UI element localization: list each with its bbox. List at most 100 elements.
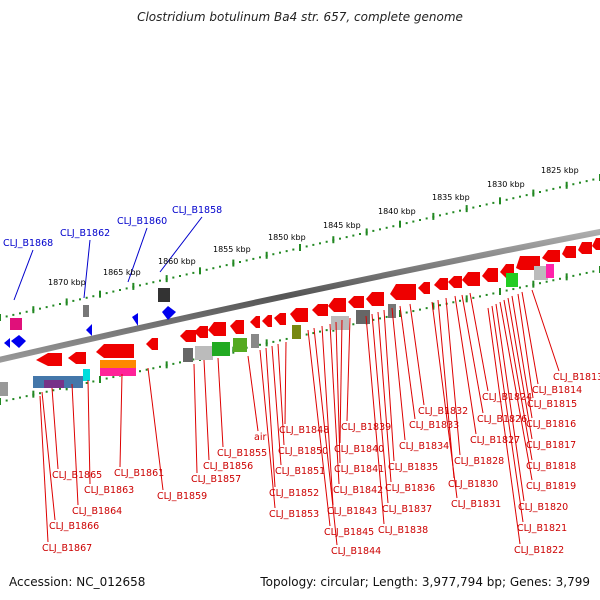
gene-arrow-red[interactable] xyxy=(250,316,260,328)
gene-arrow-blue[interactable] xyxy=(132,313,138,326)
gene-label-bottom[interactable]: CLJ_B1855 xyxy=(217,448,267,459)
gene-arrow-red[interactable] xyxy=(36,353,62,366)
gene-arrow-red[interactable] xyxy=(180,330,196,342)
gene-label-bottom[interactable]: CLJ_B1840 xyxy=(334,444,384,455)
gene-arrow-red[interactable] xyxy=(290,308,308,322)
gene-arrow-red[interactable] xyxy=(208,322,226,336)
gene-label-bottom[interactable]: CLJ_B1824 xyxy=(482,392,532,403)
gene-arrow-red[interactable] xyxy=(366,292,384,306)
gene-arrow-red[interactable] xyxy=(592,238,600,250)
gene-box-magenta[interactable] xyxy=(100,368,136,376)
gene-box-green[interactable] xyxy=(506,273,518,287)
gene-arrow-red[interactable] xyxy=(146,338,158,350)
gene-label-bottom[interactable]: CLJ_B1820 xyxy=(518,502,568,513)
gene-arrow-blue[interactable] xyxy=(11,335,26,348)
gene-label-bottom[interactable]: CLJ_B1837 xyxy=(382,504,432,515)
gene-box-orange[interactable] xyxy=(100,360,136,368)
gene-label-bottom[interactable]: CLJ_B1861 xyxy=(114,468,164,479)
gene-label-bottom[interactable]: CLJ_B1826 xyxy=(477,414,527,425)
gene-arrow-red[interactable] xyxy=(230,320,244,334)
gene-label-top[interactable]: CLJ_B1858 xyxy=(172,205,222,216)
gene-label-bottom[interactable]: CLJ_B1827 xyxy=(470,435,520,446)
gene-label-bottom[interactable]: CLJ_B1853 xyxy=(269,509,319,520)
gene-label-bottom[interactable]: CLJ_B1863 xyxy=(84,485,134,496)
gene-arrow-red[interactable] xyxy=(578,242,592,254)
gene-label-bottom[interactable]: CLJ_B1850 xyxy=(278,446,328,457)
gene-label-bottom[interactable]: CLJ_B1851 xyxy=(275,466,325,477)
gene-label-bottom[interactable]: CLJ_B1866 xyxy=(49,521,99,532)
gene-label-bottom[interactable]: CLJ_B1841 xyxy=(334,464,384,475)
gene-label-bottom[interactable]: CLJ_B1845 xyxy=(324,527,374,538)
gene-label-bottom[interactable]: CLJ_B1852 xyxy=(269,488,319,499)
gene-box-gray[interactable] xyxy=(195,346,213,360)
gene-box-gray[interactable] xyxy=(183,348,193,362)
gene-label-bottom[interactable]: CLJ_B1842 xyxy=(333,485,383,496)
gene-arrow-red[interactable] xyxy=(348,296,364,308)
gene-label-top[interactable]: CLJ_B1862 xyxy=(60,228,110,239)
gene-arrow-red[interactable] xyxy=(390,284,416,300)
gene-arrow-blue[interactable] xyxy=(4,338,10,348)
gene-label-bottom[interactable]: CLJ_B1831 xyxy=(451,499,501,510)
gene-box-olive[interactable] xyxy=(233,338,247,352)
gene-box-gray[interactable] xyxy=(0,382,8,396)
gene-box-magenta[interactable] xyxy=(10,318,22,330)
gene-arrow-red[interactable] xyxy=(482,268,498,282)
gene-arrow-blue[interactable] xyxy=(86,324,92,336)
gene-arrow-red[interactable] xyxy=(96,344,134,358)
gene-label-bottom[interactable]: CLJ_B1843 xyxy=(327,506,377,517)
gene-label-bottom[interactable]: CLJ_B1864 xyxy=(72,506,122,517)
gene-label-bottom[interactable]: CLJ_B1815 xyxy=(527,399,577,410)
gene-label-bottom[interactable]: CLJ_B1859 xyxy=(157,491,207,502)
gene-arrow-red[interactable] xyxy=(194,326,208,338)
gene-arrow-red[interactable] xyxy=(462,272,480,286)
gene-label-top[interactable]: CLJ_B1860 xyxy=(117,216,167,227)
gene-arrow-red[interactable] xyxy=(312,304,328,316)
gene-arrow-red[interactable] xyxy=(262,315,272,327)
gene-arrow-red[interactable] xyxy=(542,250,560,262)
gene-label-bottom[interactable]: CLJ_B1833 xyxy=(409,420,459,431)
gene-box-cyan[interactable] xyxy=(83,369,90,381)
gene-label-bottom[interactable]: CLJ_B1857 xyxy=(191,474,241,485)
gene-label-bottom[interactable]: CLJ_B1834 xyxy=(399,441,449,452)
gene-label-bottom[interactable]: CLJ_B1830 xyxy=(448,479,498,490)
gene-label-bottom[interactable]: CLJ_B1848 xyxy=(279,425,329,436)
gene-label-bottom[interactable]: CLJ_B1821 xyxy=(517,523,567,534)
gene-arrow-red[interactable] xyxy=(68,352,86,364)
gene-arrow-red[interactable] xyxy=(328,298,346,312)
gene-label-bottom[interactable]: CLJ_B1817 xyxy=(526,440,576,451)
gene-label-bottom[interactable]: CLJ_B1822 xyxy=(514,545,564,556)
gene-arrow-red[interactable] xyxy=(448,276,462,288)
gene-box-gray[interactable] xyxy=(534,266,548,280)
gene-label-bottom[interactable]: CLJ_B1836 xyxy=(385,483,435,494)
gene-arrow-red[interactable] xyxy=(418,282,430,294)
gene-box-green[interactable] xyxy=(212,342,230,356)
gene-box-gray[interactable] xyxy=(356,310,370,324)
gene-label-bottom[interactable]: CLJ_B1835 xyxy=(388,462,438,473)
gene-arrow-red[interactable] xyxy=(274,313,286,325)
gene-label-bottom[interactable]: CLJ_B1867 xyxy=(42,543,92,554)
gene-box-gray[interactable] xyxy=(83,305,89,317)
gene-label-bottom[interactable]: CLJ_B1844 xyxy=(331,546,381,557)
gene-label-bottom[interactable]: CLJ_B1814 xyxy=(532,385,582,396)
gene-label-bottom[interactable]: CLJ_B1813 xyxy=(553,372,600,383)
gene-box-striped[interactable] xyxy=(158,288,170,302)
gene-arrow-blue[interactable] xyxy=(162,306,176,320)
gene-label-bottom[interactable]: air xyxy=(254,432,266,443)
gene-arrow-red[interactable] xyxy=(562,246,576,258)
gene-label-top[interactable]: CLJ_B1868 xyxy=(3,238,53,249)
gene-label-bottom[interactable]: CLJ_B1816 xyxy=(526,419,576,430)
gene-box-purple[interactable] xyxy=(44,380,64,388)
gene-box-magenta[interactable] xyxy=(546,264,554,278)
gene-box-gray[interactable] xyxy=(251,334,259,348)
gene-label-bottom[interactable]: CLJ_B1865 xyxy=(52,470,102,481)
gene-label-bottom[interactable]: CLJ_B1832 xyxy=(418,406,468,417)
gene-label-bottom[interactable]: CLJ_B1856 xyxy=(203,461,253,472)
gene-label-bottom[interactable]: CLJ_B1819 xyxy=(526,481,576,492)
gene-arrow-red[interactable] xyxy=(434,278,448,290)
gene-label-bottom[interactable]: CLJ_B1838 xyxy=(378,525,428,536)
gene-label-bottom[interactable]: CLJ_B1839 xyxy=(341,422,391,433)
gene-label-bottom[interactable]: CLJ_B1818 xyxy=(526,461,576,472)
gene-box-gray[interactable] xyxy=(331,316,349,330)
gene-label-bottom[interactable]: CLJ_B1828 xyxy=(454,456,504,467)
gene-box-olive[interactable] xyxy=(292,325,301,339)
